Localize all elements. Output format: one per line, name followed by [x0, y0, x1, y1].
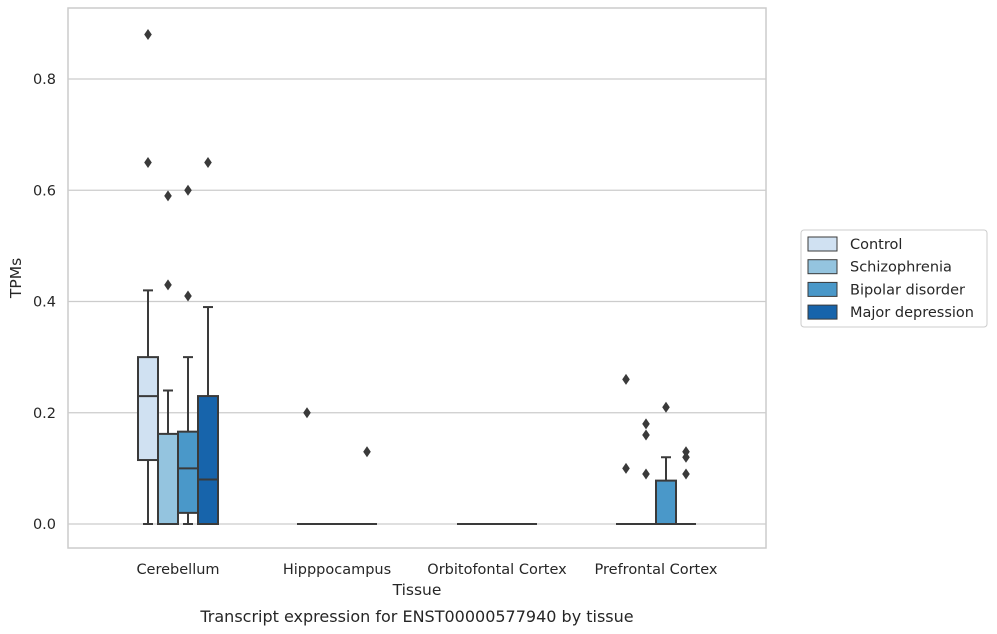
- outlier-point: [303, 407, 311, 419]
- box-body: [177, 430, 199, 514]
- outlier-point: [642, 468, 650, 480]
- outlier-point: [164, 190, 172, 202]
- x-tick-label: Prefrontal Cortex: [595, 562, 718, 578]
- outlier-point: [622, 462, 630, 474]
- x-axis-label: Tissue: [392, 581, 442, 599]
- box-3-3: [676, 446, 696, 525]
- y-tick-label: 0.8: [33, 72, 56, 88]
- legend-label: Control: [850, 237, 902, 253]
- y-tick-label: 0.4: [33, 295, 56, 311]
- outlier-point: [363, 446, 371, 458]
- outlier-point: [682, 451, 690, 463]
- box-body: [655, 479, 677, 525]
- outlier-point: [642, 418, 650, 430]
- x-tick-label: Cerebellum: [136, 562, 219, 578]
- box-3-0: [616, 373, 636, 525]
- box-0-1: [157, 190, 179, 526]
- box-body: [157, 432, 179, 526]
- legend-swatch: [807, 281, 838, 297]
- outlier-point: [682, 468, 690, 480]
- y-tick-label: 0.2: [33, 406, 56, 422]
- y-tick-label: 0.6: [33, 183, 56, 199]
- legend-label: Major depression: [850, 305, 974, 321]
- legend-swatch: [807, 259, 838, 275]
- legend-label: Bipolar disorder: [850, 282, 965, 298]
- outlier-point: [662, 401, 670, 413]
- outlier-point: [144, 156, 152, 168]
- legend: Control Schizophrenia Bipolar disorder Majo…: [800, 229, 988, 328]
- y-axis-label: TPMs: [7, 258, 25, 299]
- legend-swatch: [807, 304, 838, 320]
- outlier-point: [164, 279, 172, 291]
- legend-label: Schizophrenia: [850, 260, 952, 276]
- legend-frame: [800, 229, 988, 328]
- x-tick-label: Orbitofontal Cortex: [427, 562, 567, 578]
- outlier-point: [184, 184, 192, 196]
- y-axis-ticks: 0.0 0.2 0.4 0.6 0.8: [33, 72, 56, 533]
- outlier-point: [204, 156, 212, 168]
- x-axis-ticks: Cerebellum Hipppocampus Orbitofontal Corte…: [136, 562, 717, 578]
- outlier-point: [682, 446, 690, 458]
- outlier-point: [642, 429, 650, 441]
- box-0-2: [177, 184, 199, 525]
- y-tick-label: 0.0: [33, 517, 56, 533]
- chart-caption: Transcript expression for ENST0000057794…: [199, 607, 633, 626]
- outlier-point: [144, 29, 152, 40]
- outlier-point: [184, 290, 192, 302]
- box-body: [197, 395, 219, 525]
- outlier-point: [622, 373, 630, 385]
- box-series: [137, 29, 696, 526]
- x-tick-label: Hipppocampus: [283, 562, 391, 578]
- legend-swatch: [807, 236, 838, 252]
- plot-frame: [67, 7, 767, 549]
- box-1-3: [357, 446, 377, 525]
- box-body: [137, 356, 159, 462]
- box-3-2: [655, 401, 677, 525]
- box-0-0: [137, 29, 159, 525]
- box-3-1: [636, 418, 656, 525]
- box-1-0: [297, 407, 317, 525]
- box-0-3: [197, 156, 219, 525]
